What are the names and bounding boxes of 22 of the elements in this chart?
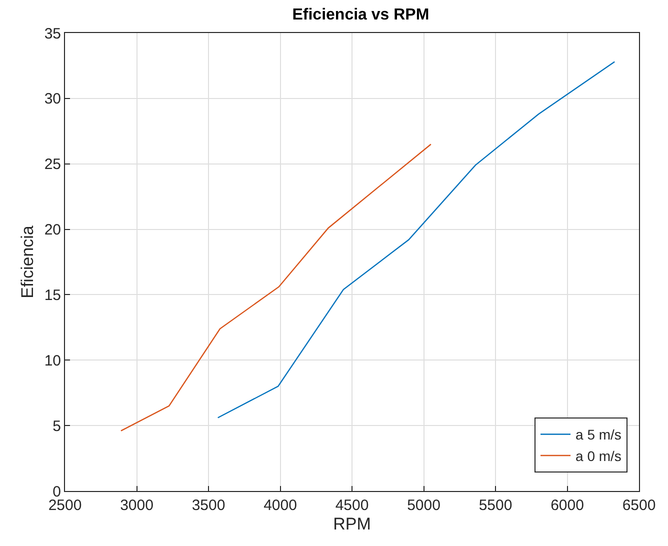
y-tick-label: 20	[44, 222, 61, 239]
y-axis-title: Eficiencia	[18, 225, 37, 298]
y-tick-label: 35	[44, 25, 61, 42]
y-tick-label: 25	[44, 156, 61, 174]
x-tick-label: 4500	[335, 497, 369, 514]
x-tick-label: 3000	[120, 497, 154, 514]
x-tick-label: 3500	[192, 497, 226, 514]
y-tick-label: 5	[52, 418, 61, 435]
x-axis-title: RPM	[333, 514, 371, 534]
y-tick-label: 15	[44, 286, 61, 304]
x-tick-label: 5500	[478, 497, 512, 514]
line-series	[217, 61, 616, 418]
x-tick-label: 6500	[622, 497, 656, 514]
legend-label: a 0 m/s	[576, 448, 622, 464]
x-tick-label: 4000	[264, 497, 297, 514]
x-tick-label: 5000	[407, 497, 440, 514]
line-series	[120, 144, 432, 432]
legend-label: a 5 m/s	[576, 426, 622, 443]
chart-title: Eficiencia vs RPM	[292, 6, 430, 24]
y-tick-label: 30	[44, 90, 61, 108]
y-tick-label: 10	[44, 352, 61, 370]
x-tick-label: 6000	[550, 497, 584, 514]
